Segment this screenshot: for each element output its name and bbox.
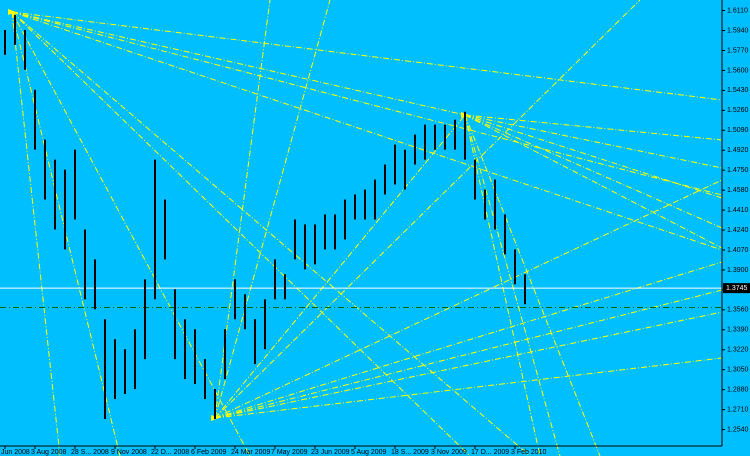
fan-line [464,114,561,456]
fan-line [464,114,601,456]
y-tick-label: 1.5260 [727,107,749,114]
x-tick-label: 23 Jun 2009 [311,449,350,456]
x-tick-label: 3 Nov 2009 [431,449,467,456]
x-tick-label: 28 S... 2008 [71,449,109,456]
fan-line [11,11,723,101]
y-tick-label: 1.4240 [727,227,749,234]
fan-line [11,11,466,116]
x-tick-label: 9 Nov 2008 [111,449,147,456]
y-tick-label: 1.4920 [727,147,749,154]
fan-line [464,114,541,456]
y-tick-label: 1.5090 [727,127,749,134]
fan-line [11,11,471,456]
y-tick-label: 1.2540 [727,426,749,433]
y-tick-label: 1.4070 [727,247,749,254]
y-tick-label: 1.3220 [727,347,749,354]
fan-line [214,357,723,419]
fan-line [11,11,251,456]
fan-line [464,114,723,199]
fan-line [11,11,61,456]
y-tick-label: 1.3050 [727,367,749,374]
y-tick-label: 1.4410 [727,207,749,214]
y-tick-label: 1.2710 [727,406,749,413]
x-tick-label: 3 Feb 2010 [511,449,547,456]
x-tick-label: 5 Aug 2009 [351,449,387,456]
current-price-box [723,283,750,294]
fan-anchor [8,9,16,15]
x-tick-label: 6 Feb 2009 [191,449,227,456]
fan-line [214,289,723,419]
y-tick-label: 1.3560 [727,307,749,314]
y-tick-label: 1.5600 [727,67,749,74]
x-tick-label: 7 May 2009 [271,449,308,456]
fan-line [214,311,723,419]
y-tick-label: 1.4750 [727,167,749,174]
plot-area [0,14,722,420]
y-tick-label: 1.3390 [727,327,749,334]
x-tick-label: 18 S... 2009 [391,449,429,456]
y-tick-label: 1.4580 [727,187,749,194]
x-tick-label: 22 D... 2008 [151,449,189,456]
y-tick-label: 1.5770 [727,47,749,54]
y-tick-label: 1.3900 [727,267,749,274]
x-tick-label: 17 D... 2009 [471,449,509,456]
y-tick-label: 1.5940 [727,27,749,34]
x-tick-label: 24 Mar 2009 [231,449,270,456]
fan-line [464,114,723,229]
fan-line [11,11,723,251]
fan-line [214,114,466,419]
y-tick-label: 1.2880 [727,387,749,394]
x-tick-label: 3 Aug 2008 [31,449,67,456]
current-price-label: 1.3745 [726,285,748,292]
y-tick-label: 1.6110 [727,7,748,14]
fan-line [464,114,723,141]
fan-line [464,114,723,249]
fan-line [11,11,531,456]
fan-line [214,179,723,419]
fan-line [214,0,641,419]
x-tick-label: Jun 2008 [1,449,30,456]
fan-line [11,11,723,196]
y-tick-label: 1.5430 [727,87,749,94]
